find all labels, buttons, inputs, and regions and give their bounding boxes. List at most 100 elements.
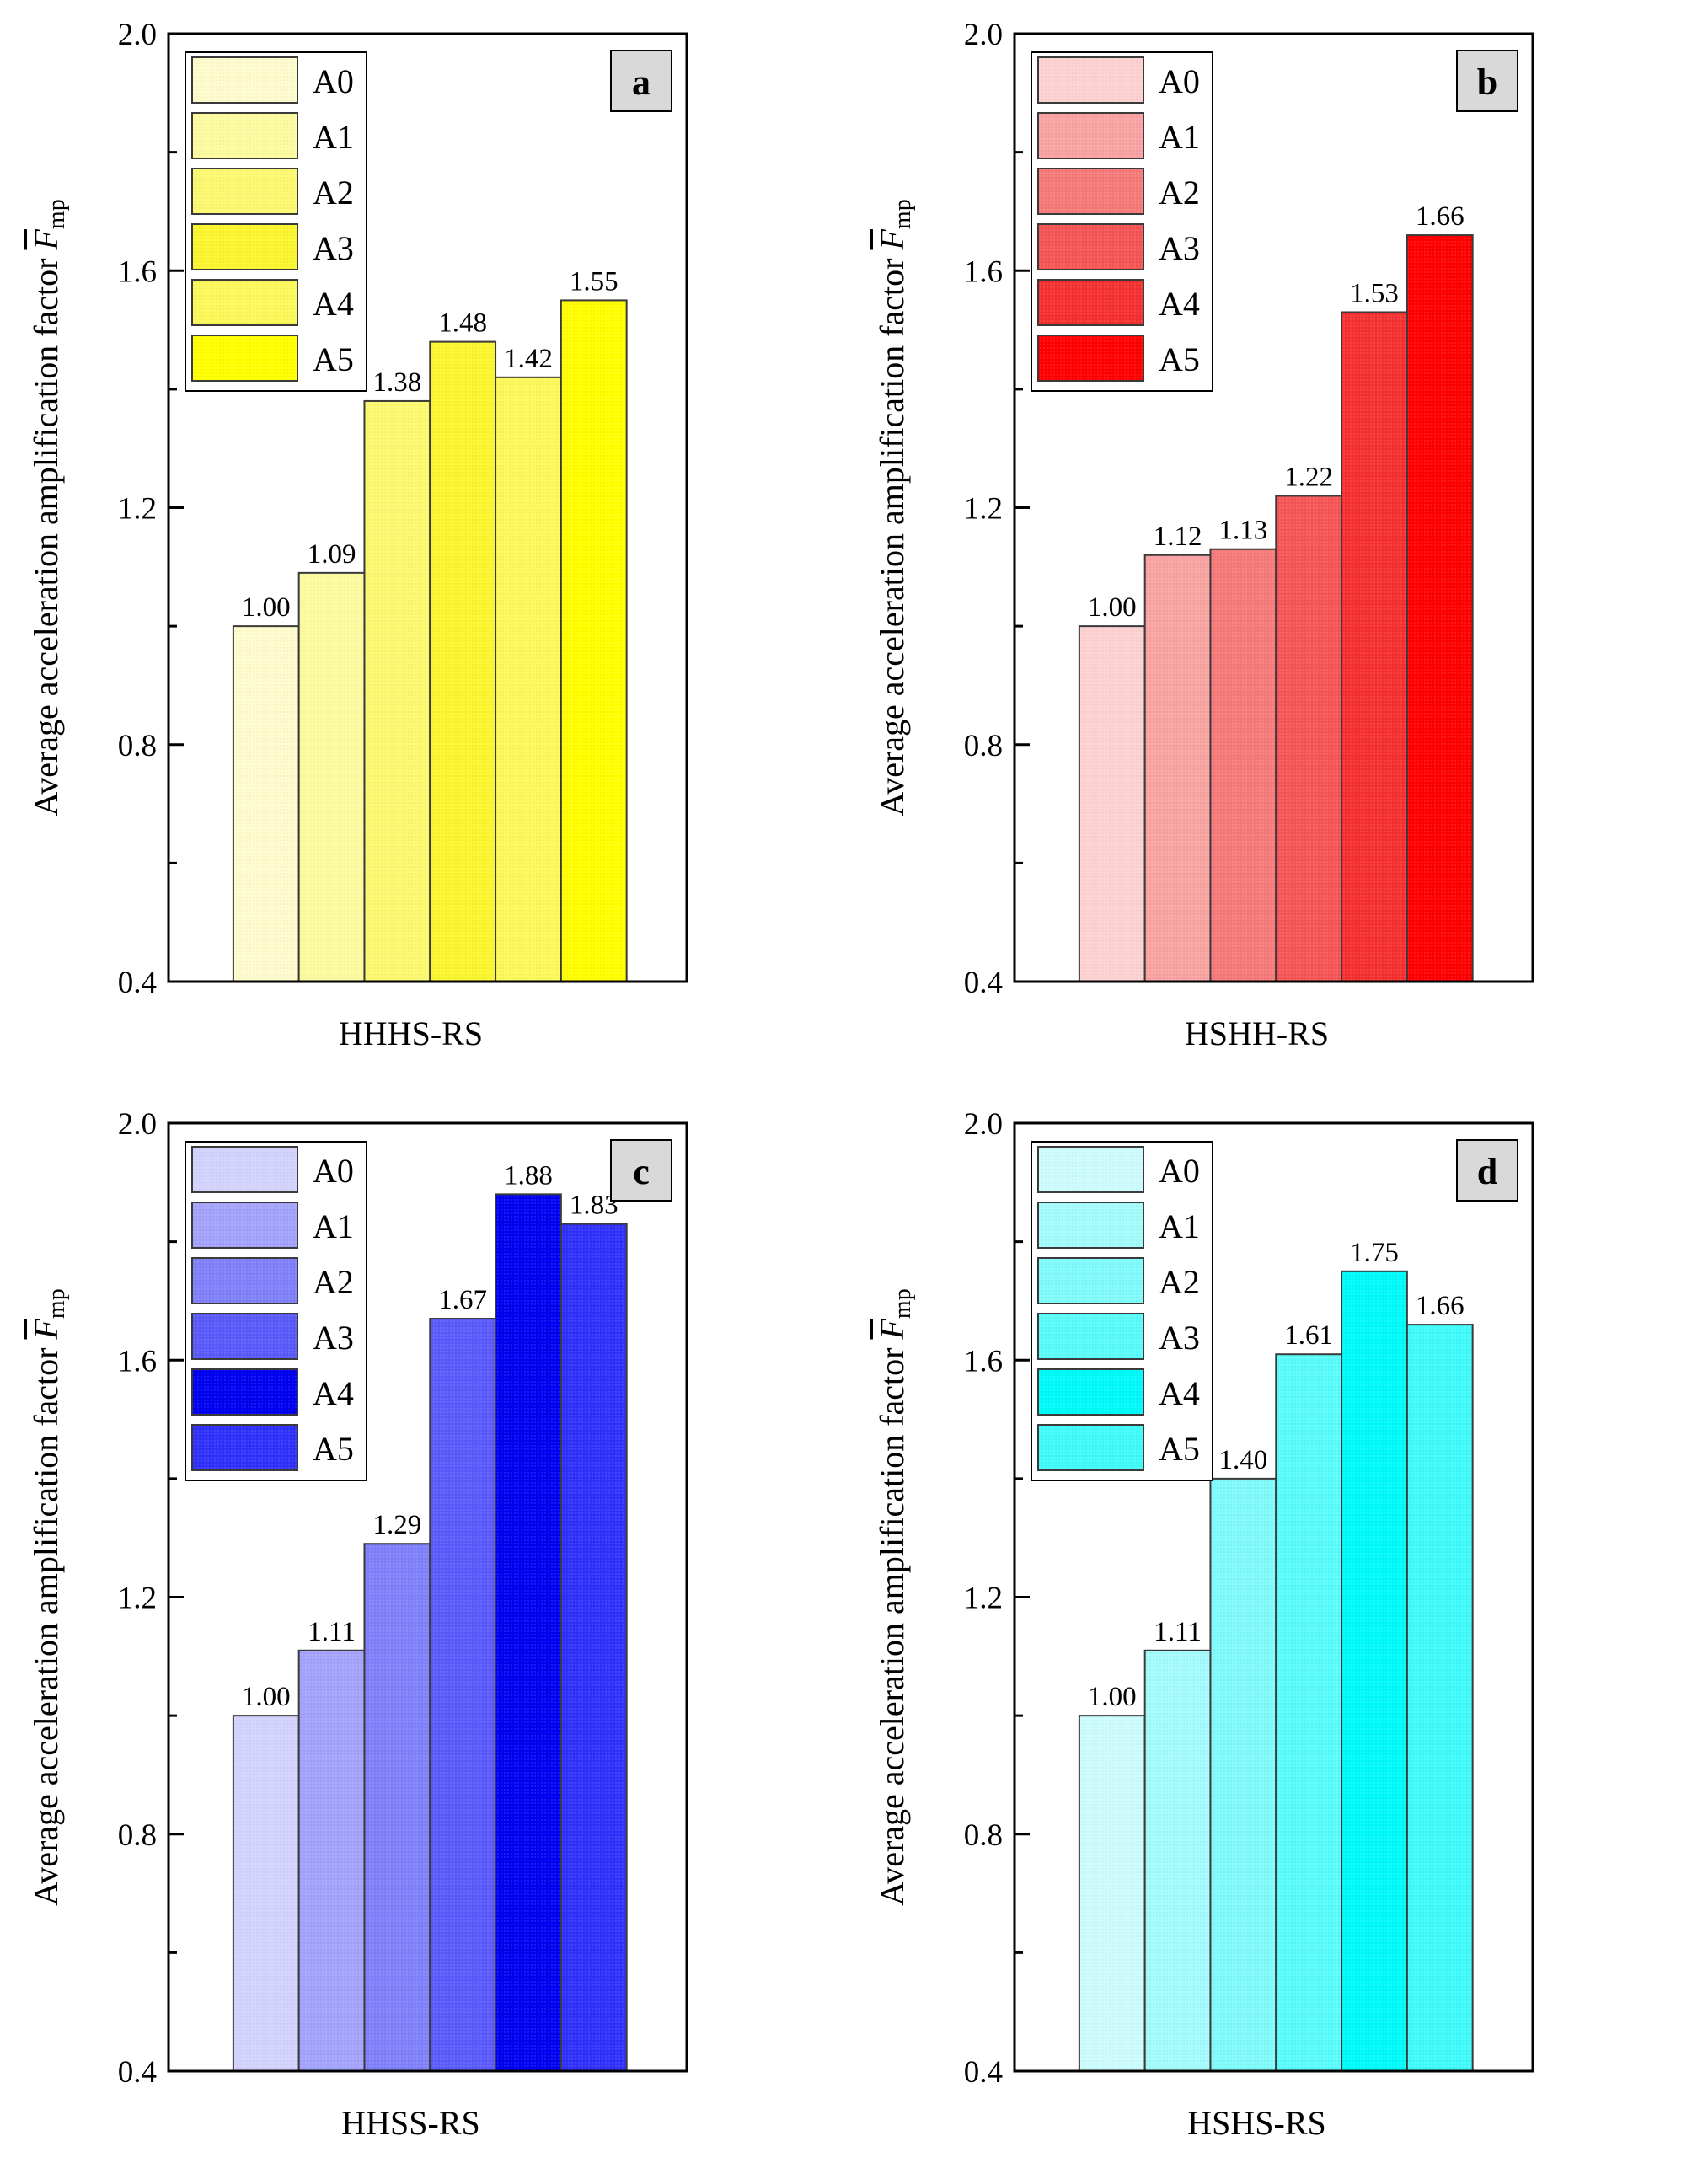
y-axis-label-text: Average acceleration amplification facto…	[27, 1340, 65, 1906]
bar-a0	[1078, 1715, 1146, 2072]
x-axis-label: HHSS-RS	[341, 2104, 480, 2142]
legend-label-a1: A1	[313, 1207, 354, 1245]
bar-a2	[1209, 1477, 1277, 2072]
legend-swatch-a3	[191, 1313, 298, 1360]
legend-swatch-a4	[191, 1368, 298, 1416]
data-label-a2: 1.13	[1218, 516, 1267, 546]
legend-label-a5: A5	[313, 1430, 354, 1468]
y-axis-label-subscript: mp	[44, 1288, 70, 1319]
y-axis-label-symbol: F	[873, 229, 911, 251]
bar-a5	[560, 1223, 628, 2072]
data-label-a1: 1.11	[308, 1617, 356, 1647]
legend-swatch-a3	[191, 223, 298, 270]
chart-a-svg: 1.00 1.09 1.38 1.48 1.42 1.55 0.4 0.8 1.2 1.6 2.0 H…	[27, 18, 688, 1052]
bar-a1	[297, 571, 366, 982]
legend-label-a0: A0	[1159, 1152, 1200, 1190]
bar-a0	[1078, 625, 1146, 982]
data-label-a2: 1.40	[1218, 1445, 1267, 1475]
panel-letter-box	[1456, 1139, 1518, 1202]
x-axis-label: HHHS-RS	[339, 1014, 483, 1052]
data-label-a1: 1.12	[1154, 522, 1202, 552]
data-label-a2: 1.38	[372, 367, 421, 398]
x-axis-label: HSHH-RS	[1185, 1014, 1329, 1052]
y-tick-label: 0.8	[118, 1818, 157, 1853]
y-axis-label-symbol: F	[27, 1319, 65, 1341]
y-axis-label: Average acceleration amplification facto…	[27, 199, 70, 816]
y-tick-label: 0.4	[964, 966, 1003, 1000]
bar-a5	[560, 299, 628, 982]
legend-label-a0: A0	[313, 1152, 354, 1190]
bar-a2	[363, 1543, 431, 2072]
bar-a5	[1406, 1324, 1474, 2072]
y-tick-label: 1.2	[964, 492, 1003, 527]
chart-c-svg: 1.001.111.291.671.881.830.40.81.21.62.0H…	[27, 1107, 688, 2142]
bar-a0	[232, 625, 300, 982]
legend-label-a1: A1	[1159, 1207, 1200, 1245]
legend-swatch-a1	[191, 1202, 298, 1249]
legend-label-a1: A1	[313, 118, 354, 156]
data-label-a0: 1.00	[1088, 592, 1137, 623]
data-label-a3: 1.67	[438, 1285, 487, 1315]
y-axis-label-symbol: F	[27, 229, 65, 251]
y-tick-label: 0.8	[964, 1818, 1003, 1853]
data-label-a0: 1.00	[242, 592, 291, 623]
bar-a3	[1275, 1353, 1343, 2072]
y-axis-label-subscript: mp	[890, 199, 916, 229]
legend-label-a3: A3	[1159, 229, 1200, 267]
y-axis-label: Average acceleration amplification facto…	[27, 1288, 70, 1905]
bar-a0	[232, 1715, 300, 2072]
y-tick-label: 0.4	[118, 2055, 157, 2090]
panel-c: 1.00 1.11 1.29 1.67 1.88 1.83 0.4 0.8 1.2 1.6 2.0 H…	[0, 1089, 846, 2180]
y-axis-label-text: Average acceleration amplification facto…	[873, 250, 911, 816]
legend: A0 A1 A2 A3 A4 A5	[1031, 51, 1213, 392]
legend-swatch-a2	[1037, 1257, 1144, 1304]
panel-letter-box	[1456, 50, 1518, 112]
bar-a4	[1341, 311, 1408, 982]
y-tick-label: 1.6	[964, 1344, 1003, 1378]
y-axis-label: Average acceleration amplification facto…	[873, 1288, 916, 1905]
bar-a2	[363, 399, 431, 982]
panel-a: 1.00 1.09 1.38 1.48 1.42 1.55 0.4 0.8 1.2 1.6 2.0 H…	[0, 0, 846, 1089]
legend-swatch-a3	[1037, 223, 1144, 270]
data-label-a5: 1.66	[1416, 1291, 1464, 1321]
data-label-a3: 1.61	[1284, 1320, 1333, 1351]
y-tick-label: 0.8	[964, 729, 1003, 763]
y-tick-label: 1.2	[118, 1582, 157, 1616]
legend-label-a3: A3	[1159, 1319, 1200, 1357]
y-axis-label-subscript: mp	[890, 1288, 916, 1319]
bar-a3	[429, 1318, 497, 2072]
legend-label-a2: A2	[1159, 174, 1200, 211]
data-label-a5: 1.55	[570, 266, 618, 297]
bar-a5	[1406, 234, 1474, 982]
y-tick-label: 0.4	[118, 966, 157, 1000]
y-tick-label: 1.2	[118, 492, 157, 527]
legend-swatch-a1	[191, 112, 298, 159]
legend-swatch-a4	[191, 279, 298, 326]
legend-swatch-a0	[1037, 56, 1144, 104]
data-label-a0: 1.00	[242, 1682, 291, 1712]
legend-label-a4: A4	[1159, 285, 1200, 323]
legend-swatch-a5	[1037, 1424, 1144, 1471]
legend-swatch-a1	[1037, 112, 1144, 159]
data-label-a3: 1.48	[438, 308, 487, 339]
panel-letter: a	[632, 62, 651, 103]
y-axis-label: Average acceleration amplification facto…	[873, 199, 916, 816]
legend-swatch-a5	[1037, 335, 1144, 382]
x-axis-label: HSHS-RS	[1187, 2104, 1326, 2142]
legend-swatch-a2	[191, 168, 298, 215]
bar-a4	[495, 1193, 562, 2072]
panel-letter-box	[610, 1139, 672, 1202]
panel-letter: d	[1477, 1151, 1497, 1192]
legend-label-a4: A4	[313, 285, 354, 323]
data-label-a0: 1.00	[1088, 1682, 1137, 1712]
y-tick-label: 1.6	[964, 254, 1003, 289]
y-axis-label-subscript: mp	[44, 199, 70, 229]
legend-label-a1: A1	[1159, 118, 1200, 156]
data-label-a1: 1.11	[1154, 1617, 1202, 1647]
legend-swatch-a1	[1037, 1202, 1144, 1249]
y-tick-label: 0.4	[964, 2055, 1003, 2090]
legend-label-a0: A0	[313, 62, 354, 100]
chart-b-svg: 1.00 1.12 1.13 1.22 1.53 1.66 0.4 0.8 1.2 1.6 2.0 H…	[873, 18, 1534, 1052]
y-tick-label: 1.2	[964, 1582, 1003, 1616]
